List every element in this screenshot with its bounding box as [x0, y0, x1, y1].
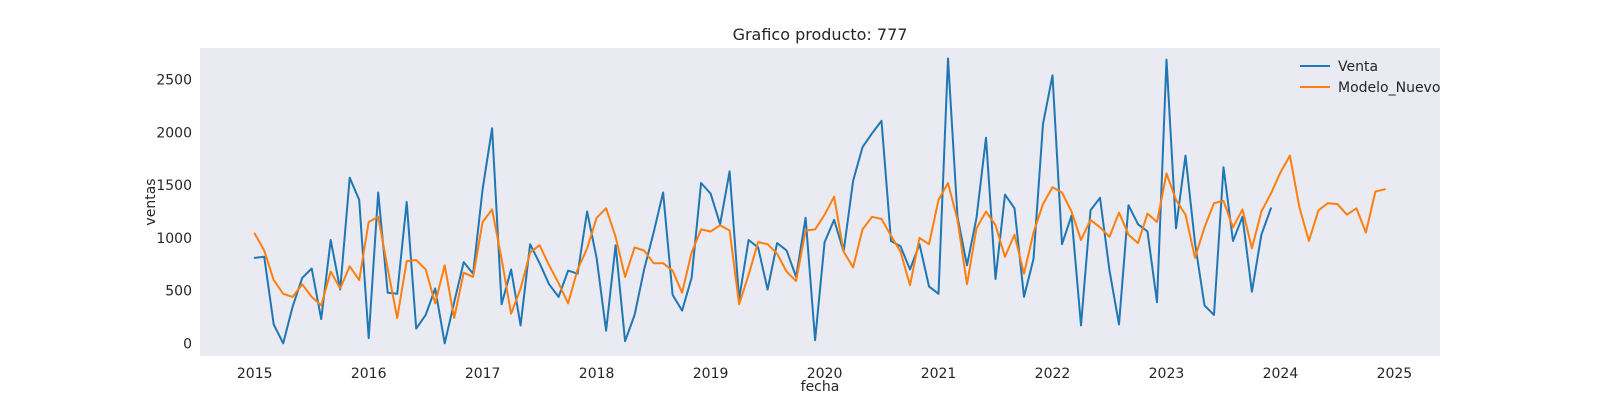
y-tick-label: 500 [165, 284, 192, 300]
x-tick-label: 2020 [807, 366, 843, 382]
legend-label-0: Venta [1338, 59, 1378, 75]
legend-label-1: Modelo_Nuevo [1338, 80, 1440, 96]
x-axis-ticks: 2015 2016 2017 2018 2019 2020 2021 2022 2023 2024… [237, 366, 1412, 382]
x-tick-label: 2021 [921, 366, 957, 382]
x-tick-label: 2019 [693, 366, 729, 382]
x-tick-label: 2015 [237, 366, 273, 382]
x-tick-label: 2024 [1263, 366, 1299, 382]
y-axis-ticks: 0 500 1000 1500 2000 2500 [156, 73, 192, 353]
legend: Venta Modelo_Nuevo [1300, 59, 1440, 96]
series-lines [253, 57, 1386, 345]
x-axis-label: fecha [801, 379, 840, 395]
y-tick-label: 1500 [156, 178, 192, 194]
y-tick-label: 2500 [156, 73, 192, 89]
x-tick-label: 2023 [1149, 366, 1185, 382]
x-tick-label: 2025 [1377, 366, 1413, 382]
chart-title: Grafico producto: 777 [733, 25, 908, 44]
x-tick-label: 2017 [465, 366, 501, 382]
x-tick-label: 2018 [579, 366, 615, 382]
series-line-0 [253, 57, 1272, 345]
x-tick-label: 2016 [351, 366, 387, 382]
series-line-1 [253, 154, 1386, 319]
x-tick-label: 2022 [1035, 366, 1071, 382]
y-tick-label: 0 [183, 336, 192, 352]
y-tick-label: 2000 [156, 125, 192, 141]
plot-area [200, 48, 1440, 356]
y-axis-label: ventas [143, 178, 159, 225]
y-tick-label: 1000 [156, 231, 192, 247]
